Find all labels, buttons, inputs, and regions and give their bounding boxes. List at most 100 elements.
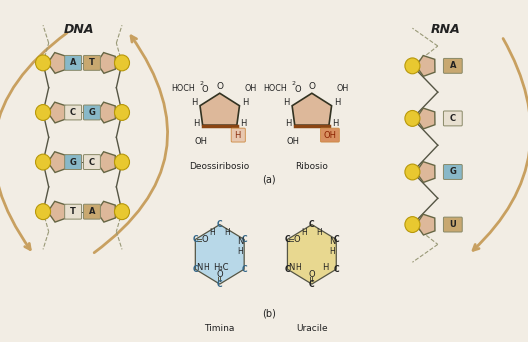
Text: O: O bbox=[202, 85, 209, 94]
Text: C: C bbox=[89, 158, 95, 167]
FancyBboxPatch shape bbox=[83, 204, 100, 219]
Text: C: C bbox=[193, 265, 198, 274]
Text: H: H bbox=[193, 119, 199, 128]
Text: C: C bbox=[241, 235, 247, 244]
Polygon shape bbox=[195, 225, 244, 284]
Polygon shape bbox=[48, 201, 67, 222]
Polygon shape bbox=[97, 152, 116, 172]
Text: H: H bbox=[301, 228, 307, 237]
Text: N: N bbox=[329, 237, 336, 246]
Circle shape bbox=[35, 154, 51, 170]
Text: H: H bbox=[240, 119, 247, 128]
FancyBboxPatch shape bbox=[231, 128, 246, 142]
FancyBboxPatch shape bbox=[64, 155, 82, 170]
Text: H: H bbox=[203, 263, 209, 272]
Text: (b): (b) bbox=[262, 309, 276, 319]
Text: H: H bbox=[329, 247, 335, 256]
FancyBboxPatch shape bbox=[444, 217, 462, 232]
Text: O: O bbox=[201, 235, 208, 244]
Polygon shape bbox=[200, 93, 240, 125]
Text: C: C bbox=[217, 220, 223, 229]
Circle shape bbox=[115, 55, 129, 71]
Circle shape bbox=[35, 204, 51, 220]
Text: H: H bbox=[316, 228, 322, 237]
Text: O: O bbox=[308, 269, 315, 279]
Polygon shape bbox=[416, 214, 435, 235]
Text: N: N bbox=[196, 263, 202, 272]
Text: H: H bbox=[191, 98, 197, 107]
Text: OH: OH bbox=[245, 84, 257, 93]
FancyBboxPatch shape bbox=[83, 105, 100, 120]
Text: H: H bbox=[234, 131, 241, 140]
Text: H: H bbox=[285, 119, 291, 128]
Text: H: H bbox=[332, 119, 339, 128]
Text: G: G bbox=[89, 108, 96, 117]
Text: OH: OH bbox=[337, 84, 349, 93]
FancyBboxPatch shape bbox=[64, 105, 82, 120]
Text: H: H bbox=[224, 228, 230, 237]
Text: OH: OH bbox=[194, 137, 208, 146]
FancyBboxPatch shape bbox=[320, 128, 340, 142]
Circle shape bbox=[405, 216, 420, 233]
Circle shape bbox=[115, 204, 129, 220]
Polygon shape bbox=[48, 53, 67, 73]
Text: RNA: RNA bbox=[430, 23, 460, 36]
Text: T: T bbox=[89, 58, 95, 67]
Text: H₃C: H₃C bbox=[214, 263, 229, 272]
Text: C: C bbox=[193, 235, 198, 244]
FancyBboxPatch shape bbox=[444, 58, 462, 73]
Text: H: H bbox=[334, 98, 341, 107]
Text: A: A bbox=[70, 58, 77, 67]
Text: O: O bbox=[294, 235, 300, 244]
FancyBboxPatch shape bbox=[83, 155, 100, 170]
Polygon shape bbox=[48, 152, 67, 172]
Polygon shape bbox=[292, 93, 332, 125]
Text: G: G bbox=[449, 168, 456, 176]
Text: DNA: DNA bbox=[63, 23, 94, 36]
Text: H: H bbox=[242, 98, 248, 107]
Text: Deossiribosio: Deossiribosio bbox=[190, 162, 250, 171]
Text: 2: 2 bbox=[291, 81, 296, 86]
Polygon shape bbox=[48, 102, 67, 123]
Text: C: C bbox=[334, 265, 339, 274]
Circle shape bbox=[35, 55, 51, 71]
FancyBboxPatch shape bbox=[64, 55, 82, 70]
Text: Timina: Timina bbox=[204, 324, 235, 333]
Text: O: O bbox=[216, 82, 223, 91]
Text: C: C bbox=[334, 235, 339, 244]
Polygon shape bbox=[97, 201, 116, 222]
Text: G: G bbox=[70, 158, 77, 167]
Circle shape bbox=[405, 58, 420, 74]
Text: H: H bbox=[284, 98, 290, 107]
FancyBboxPatch shape bbox=[444, 165, 462, 180]
Text: C: C bbox=[285, 265, 290, 274]
Text: C: C bbox=[450, 114, 456, 123]
Polygon shape bbox=[97, 53, 116, 73]
FancyBboxPatch shape bbox=[83, 55, 100, 70]
Text: (a): (a) bbox=[262, 175, 276, 185]
Text: Uracile: Uracile bbox=[296, 324, 328, 333]
Polygon shape bbox=[287, 225, 336, 284]
Text: N: N bbox=[288, 263, 295, 272]
Circle shape bbox=[115, 105, 129, 120]
Text: HOCH: HOCH bbox=[171, 84, 195, 93]
FancyBboxPatch shape bbox=[444, 111, 462, 126]
Text: O: O bbox=[308, 82, 315, 91]
Text: C: C bbox=[309, 220, 315, 229]
Text: C: C bbox=[285, 235, 290, 244]
Text: H: H bbox=[295, 263, 300, 272]
Circle shape bbox=[405, 164, 420, 180]
Text: H: H bbox=[238, 247, 243, 256]
Text: A: A bbox=[449, 61, 456, 70]
Polygon shape bbox=[97, 102, 116, 123]
Circle shape bbox=[405, 110, 420, 126]
Text: OH: OH bbox=[286, 137, 299, 146]
Polygon shape bbox=[416, 108, 435, 129]
Text: C: C bbox=[70, 108, 76, 117]
Text: O: O bbox=[216, 269, 223, 279]
Text: HOCH: HOCH bbox=[263, 84, 287, 93]
Text: H: H bbox=[323, 263, 329, 272]
Text: H: H bbox=[209, 228, 215, 237]
Text: Ribosio: Ribosio bbox=[295, 162, 328, 171]
Text: 2: 2 bbox=[200, 81, 203, 86]
